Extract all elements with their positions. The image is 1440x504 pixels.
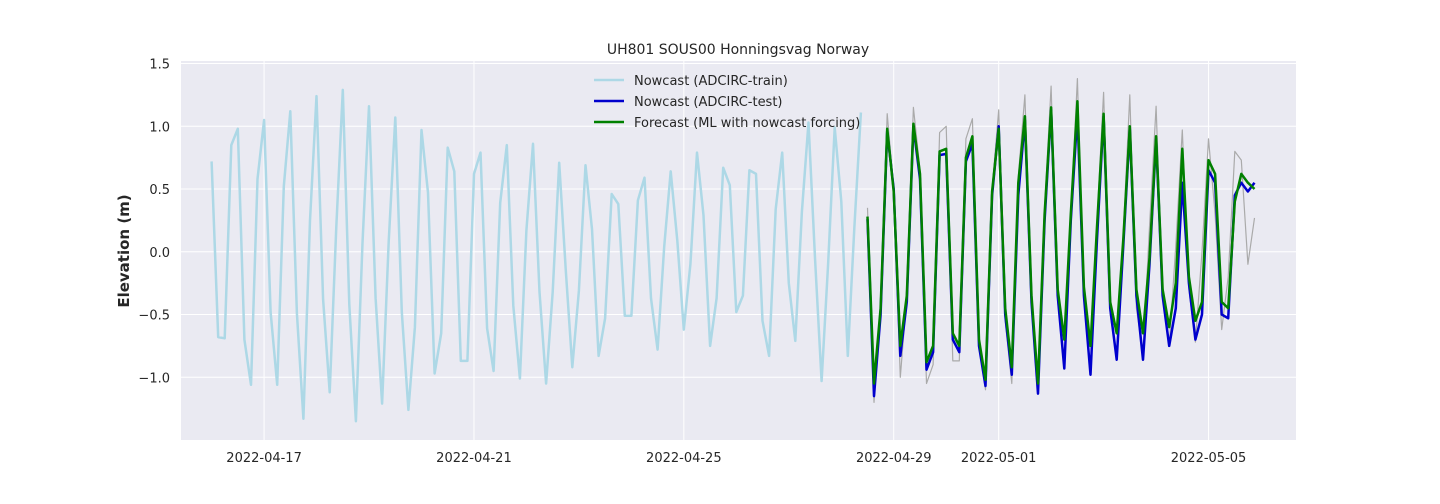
x-tick-label: 2022-05-05: [1171, 451, 1247, 466]
y-tick-labels: 1.5 1.0 0.5 0.0 −0.5 −1.0: [138, 58, 170, 387]
y-tick-label: 0.0: [149, 246, 170, 261]
legend-label: Nowcast (ADCIRC-train): [634, 74, 788, 89]
series-layer: [210, 77, 1256, 423]
x-tick-label: 2022-04-25: [646, 451, 722, 466]
y-tick-label: 1.0: [149, 120, 170, 135]
series-line-nowcast-adcirc-train: [210, 88, 863, 423]
y-tick-label: −1.0: [138, 371, 170, 386]
y-tick-label: −0.5: [138, 309, 170, 324]
x-tick-labels: 2022-04-17 2022-04-21 2022-04-25 2022-04-29…: [226, 451, 1246, 466]
x-tick-label: 2022-04-21: [436, 451, 512, 466]
y-tick-label: 0.5: [149, 183, 170, 198]
legend-label: Forecast (ML with nowcast forcing): [634, 116, 860, 131]
x-tick-label: 2022-05-01: [961, 451, 1037, 466]
legend-label: Nowcast (ADCIRC-test): [634, 95, 783, 110]
x-tick-label: 2022-04-29: [856, 451, 932, 466]
x-tick-label: 2022-04-17: [226, 451, 302, 466]
y-axis-label: Elevation (m): [115, 194, 133, 307]
y-tick-label: 1.5: [149, 58, 170, 73]
chart-title: UH801 SOUS00 Honningsvag Norway: [607, 42, 869, 58]
legend: Nowcast (ADCIRC-train) Nowcast (ADCIRC-te…: [594, 74, 860, 131]
series-line-forecast-ml-with-nowcast-forcing: [866, 99, 1256, 385]
